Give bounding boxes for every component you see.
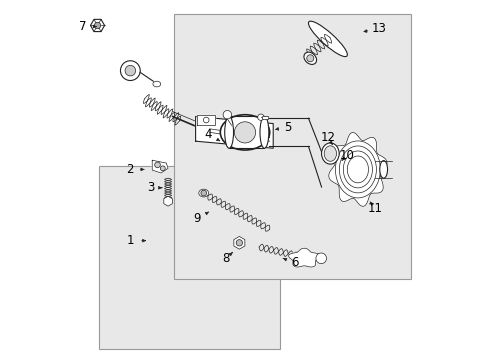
Polygon shape — [234, 237, 245, 249]
Circle shape — [316, 253, 326, 264]
Text: 9: 9 — [194, 212, 201, 225]
Text: 7: 7 — [79, 20, 86, 33]
Text: 13: 13 — [371, 22, 387, 35]
Circle shape — [95, 22, 101, 29]
Bar — [98, 166, 280, 349]
Ellipse shape — [380, 161, 388, 178]
Text: 5: 5 — [284, 121, 291, 134]
Circle shape — [125, 66, 136, 76]
Polygon shape — [289, 248, 320, 267]
Ellipse shape — [225, 117, 234, 148]
Circle shape — [223, 111, 232, 119]
Polygon shape — [91, 19, 104, 32]
Text: 3: 3 — [147, 181, 154, 194]
Circle shape — [201, 190, 207, 196]
Circle shape — [236, 240, 243, 246]
Text: 12: 12 — [320, 131, 336, 144]
Ellipse shape — [220, 115, 270, 150]
Circle shape — [160, 166, 165, 171]
Polygon shape — [329, 132, 387, 206]
Polygon shape — [196, 117, 273, 148]
Ellipse shape — [199, 189, 209, 197]
Ellipse shape — [234, 122, 256, 143]
Text: 4: 4 — [204, 128, 212, 141]
Text: 6: 6 — [291, 256, 298, 269]
Ellipse shape — [324, 146, 337, 161]
Circle shape — [121, 61, 140, 81]
Circle shape — [203, 117, 209, 123]
Ellipse shape — [153, 81, 161, 87]
Ellipse shape — [309, 21, 347, 57]
Ellipse shape — [304, 52, 317, 64]
Text: 1: 1 — [126, 234, 134, 247]
Polygon shape — [164, 196, 172, 206]
Bar — [262, 116, 268, 118]
Polygon shape — [197, 115, 215, 125]
Text: 8: 8 — [222, 252, 229, 265]
Text: 11: 11 — [368, 202, 383, 215]
Polygon shape — [229, 117, 265, 148]
Text: 2: 2 — [126, 163, 134, 176]
Text: 10: 10 — [340, 149, 355, 162]
Circle shape — [155, 162, 160, 168]
Ellipse shape — [260, 117, 269, 148]
Circle shape — [307, 55, 314, 62]
Circle shape — [258, 114, 264, 120]
Bar — [174, 14, 411, 279]
Ellipse shape — [321, 143, 339, 164]
Polygon shape — [152, 160, 168, 173]
